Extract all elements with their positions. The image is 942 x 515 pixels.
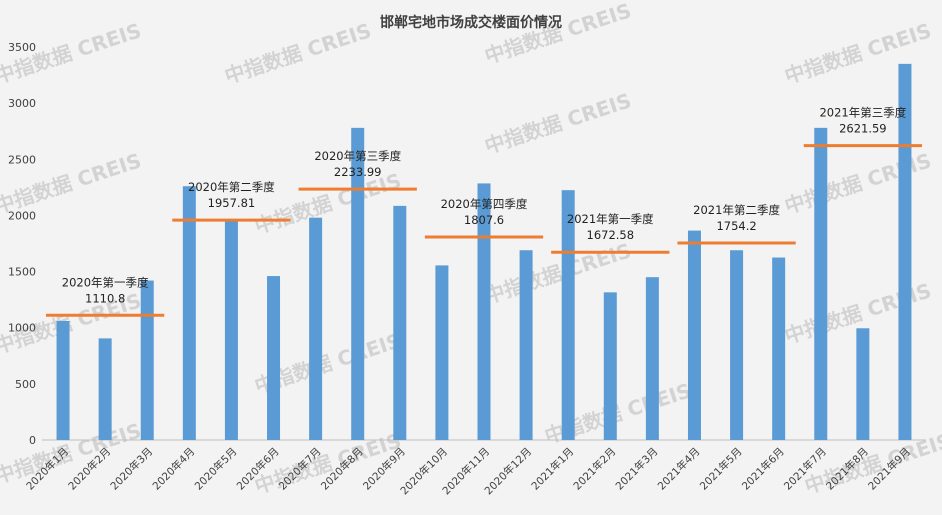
watermark-text-1: 中指数据 CREIS — [222, 18, 375, 88]
x-tick-label-3: 2020年4月 — [150, 445, 198, 493]
bar-5 — [267, 276, 281, 440]
quarter-averages: 2020年第一季度 1110.8 2020年第二季度 1957.81 2020年第三季度… — [46, 106, 922, 317]
bar-15 — [687, 230, 701, 440]
x-tick-label-14: 2021年3月 — [613, 445, 661, 493]
bar-19 — [856, 328, 870, 440]
bar-10 — [477, 183, 491, 441]
quarter-value-1: 1957.81 — [208, 196, 256, 210]
watermark-text-6: 中指数据 CREIS — [482, 88, 635, 158]
x-tick-label-13: 2021年2月 — [571, 445, 619, 493]
bar-12 — [561, 190, 575, 440]
y-tick-label-0: 0 — [29, 434, 36, 447]
quarter-label-1: 2020年第二季度 — [188, 180, 275, 194]
y-tick-label-3: 1500 — [8, 266, 36, 279]
y-tick-label-7: 3500 — [8, 41, 36, 54]
watermark-text-2: 中指数据 CREIS — [482, 0, 635, 68]
chart-title: 邯郸宅地市场成交楼面价情况 — [380, 14, 562, 31]
bar-13 — [603, 292, 617, 440]
quarter-value-4: 1672.58 — [587, 228, 635, 242]
y-tick-label-2: 1000 — [8, 322, 36, 335]
y-tick-label-4: 2000 — [8, 209, 36, 222]
x-tick-label-15: 2021年4月 — [655, 445, 703, 493]
quarter-label-4: 2021年第一季度 — [567, 212, 654, 226]
quarter-value-3: 1807.6 — [464, 213, 504, 227]
quarter-value-5: 1754.2 — [716, 219, 756, 233]
x-tick-label-2: 2020年3月 — [108, 445, 156, 493]
bar-3 — [182, 186, 196, 440]
bar-18 — [814, 127, 828, 441]
bar-20 — [898, 63, 912, 440]
bar-17 — [772, 257, 786, 440]
bar-8 — [393, 205, 407, 440]
bar-6 — [309, 217, 323, 440]
y-tick-label-1: 500 — [15, 378, 36, 391]
x-tick-label-17: 2021年6月 — [739, 445, 787, 493]
bar-0 — [56, 320, 70, 440]
bar-11 — [519, 250, 533, 440]
quarter-value-2: 2233.99 — [334, 165, 382, 179]
quarter-value-0: 1110.8 — [85, 291, 125, 305]
bar-14 — [645, 277, 659, 440]
bar-1 — [98, 338, 112, 440]
quarter-value-6: 2621.59 — [839, 122, 887, 136]
quarter-label-3: 2020年第四季度 — [441, 197, 528, 211]
bar-4 — [224, 219, 238, 440]
quarter-label-5: 2021年第二季度 — [693, 203, 780, 217]
x-tick-label-12: 2021年1月 — [529, 445, 577, 493]
bar-2 — [140, 280, 154, 440]
y-tick-label-5: 2500 — [8, 153, 36, 166]
y-tick-label-6: 3000 — [8, 97, 36, 110]
quarter-label-6: 2021年第三季度 — [819, 106, 906, 120]
bars — [56, 63, 912, 441]
bar-9 — [435, 265, 449, 440]
bar-7 — [351, 127, 365, 441]
quarter-label-0: 2020年第一季度 — [62, 275, 149, 289]
x-tick-label-16: 2021年5月 — [697, 445, 745, 493]
bar-16 — [730, 250, 744, 440]
quarter-label-2: 2020年第三季度 — [314, 149, 401, 163]
x-tick-label-4: 2020年5月 — [192, 445, 240, 493]
